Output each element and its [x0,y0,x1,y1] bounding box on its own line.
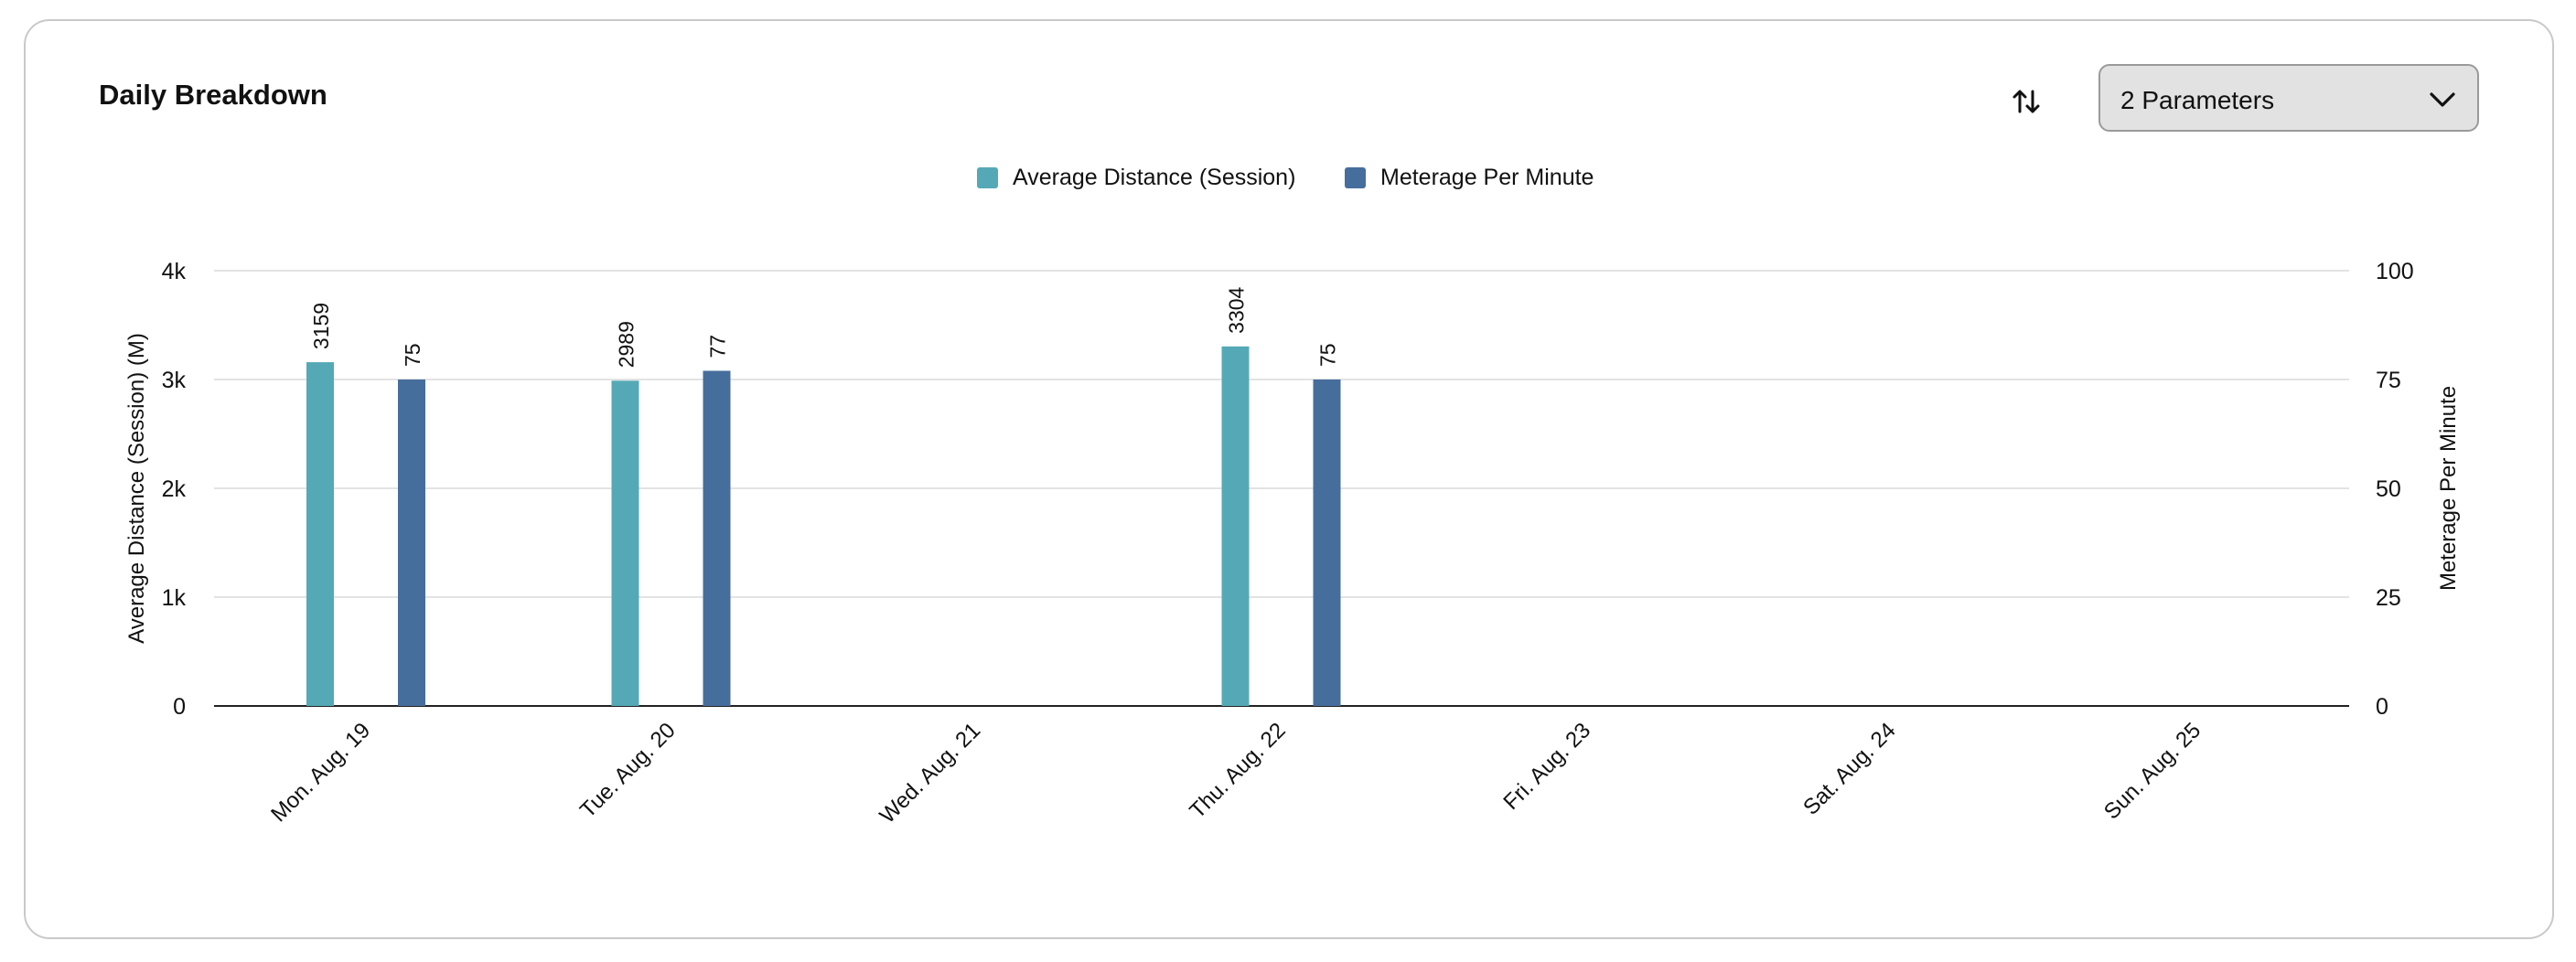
legend-item-average-distance[interactable]: Average Distance (Session) [977,165,1295,191]
y-left-tick-label: 3k [162,368,187,393]
chevron-down-icon [2430,92,2455,107]
legend-label-meterage-per-minute: Meterage Per Minute [1380,165,1594,190]
data-label: 3304 [1225,286,1249,333]
x-tick-label: Tue. Aug. 20 [575,718,681,823]
bar-average-distance-session[interactable] [611,380,639,706]
x-tick-label: Thu. Aug. 22 [1185,718,1290,823]
y-right-tick-label: 50 [2376,476,2401,502]
y-left-tick-label: 0 [173,694,186,720]
swap-vertical-icon [2012,90,2040,113]
data-label: 75 [1316,343,1340,367]
card-title: Daily Breakdown [99,79,327,111]
legend-label-average-distance: Average Distance (Session) [1013,165,1296,190]
bar-meterage-per-minute[interactable] [1313,379,1341,706]
y-left-axis-title: Average Distance (Session) (M) [124,333,149,644]
bar-meterage-per-minute[interactable] [398,379,425,706]
x-tick-label: Mon. Aug. 19 [266,718,375,827]
y-right-tick-label: 25 [2376,585,2401,611]
data-label: 75 [401,343,424,367]
x-tick-label: Sat. Aug. 24 [1798,718,1901,820]
legend-swatch-average-distance [977,167,998,188]
data-label: 77 [706,335,730,358]
y-right-axis-title: Meterage Per Minute [2436,386,2461,591]
y-right-tick-label: 75 [2376,368,2401,393]
legend-item-meterage-per-minute[interactable]: Meterage Per Minute [1345,165,1594,191]
y-left-tick-label: 2k [162,476,187,502]
y-left-tick-label: 4k [162,259,187,284]
y-right-tick-label: 100 [2376,259,2414,284]
legend-swatch-meterage-per-minute [1345,167,1366,188]
x-tick-label: Wed. Aug. 21 [875,718,986,828]
x-tick-label: Fri. Aug. 23 [1498,718,1595,815]
sort-button[interactable] [2003,79,2049,124]
y-right-tick-label: 0 [2376,694,2388,720]
parameters-select[interactable]: 2 Parameters [2098,64,2479,132]
parameters-select-value: 2 Parameters [2120,86,2275,114]
bar-meterage-per-minute[interactable] [703,370,731,706]
data-label: 2989 [615,321,639,368]
bar-average-distance-session[interactable] [306,362,334,706]
data-label: 3159 [309,303,333,349]
y-left-tick-label: 1k [162,585,187,611]
bar-average-distance-session[interactable] [1221,346,1250,706]
x-tick-label: Sun. Aug. 25 [2099,718,2206,824]
daily-breakdown-card [24,19,2554,939]
